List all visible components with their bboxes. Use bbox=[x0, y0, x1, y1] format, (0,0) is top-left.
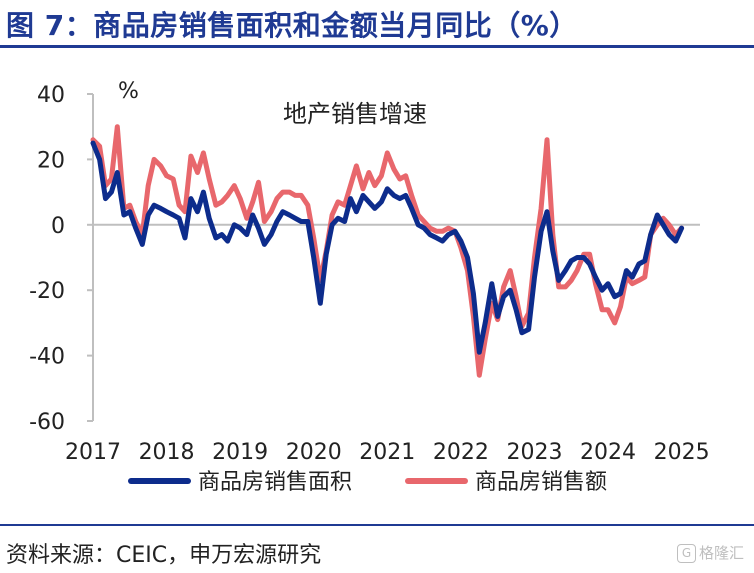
title-divider bbox=[0, 45, 754, 48]
x-tick-label: 2021 bbox=[359, 440, 415, 465]
y-tick-label: 20 bbox=[37, 148, 65, 173]
source-note: 资料来源：CEIC，申万宏源研究 bbox=[6, 543, 322, 568]
watermark: G 格隆汇 bbox=[676, 542, 744, 563]
chart-title: 地产销售增速 bbox=[283, 100, 427, 128]
chart-legend: 商品房销售面积 商品房销售额 bbox=[128, 470, 607, 495]
x-tick-label: 2023 bbox=[506, 440, 562, 465]
y-tick-label: 0 bbox=[51, 214, 65, 239]
x-tick-label: 2017 bbox=[65, 440, 121, 465]
y-tick-label: -60 bbox=[29, 410, 65, 435]
series-layer bbox=[90, 124, 685, 378]
g-logo-icon: G bbox=[676, 544, 696, 563]
watermark-text: 格隆汇 bbox=[698, 544, 744, 562]
y-unit-label: % bbox=[118, 79, 139, 104]
x-tick-label: 2018 bbox=[139, 440, 195, 465]
series-line-amount bbox=[90, 124, 685, 378]
chart-labels: % 地产销售增速 bbox=[118, 79, 427, 128]
y-tick-label: -40 bbox=[29, 345, 65, 370]
legend-label: 商品房销售额 bbox=[475, 470, 607, 495]
x-tick-label: 2019 bbox=[212, 440, 268, 465]
source-divider bbox=[0, 524, 754, 526]
x-tick-label: 2020 bbox=[286, 440, 342, 465]
series-line-area bbox=[90, 140, 685, 355]
x-tick-label: 2024 bbox=[580, 440, 636, 465]
y-tick-label: 40 bbox=[37, 83, 65, 108]
x-tick-label: 2022 bbox=[433, 440, 489, 465]
legend-label: 商品房销售面积 bbox=[198, 470, 352, 495]
figure-title: 图 7：商品房销售面积和金额当月同比（%） bbox=[6, 9, 578, 42]
x-tick-label: 2025 bbox=[654, 440, 710, 465]
y-tick-label: -20 bbox=[29, 279, 65, 304]
